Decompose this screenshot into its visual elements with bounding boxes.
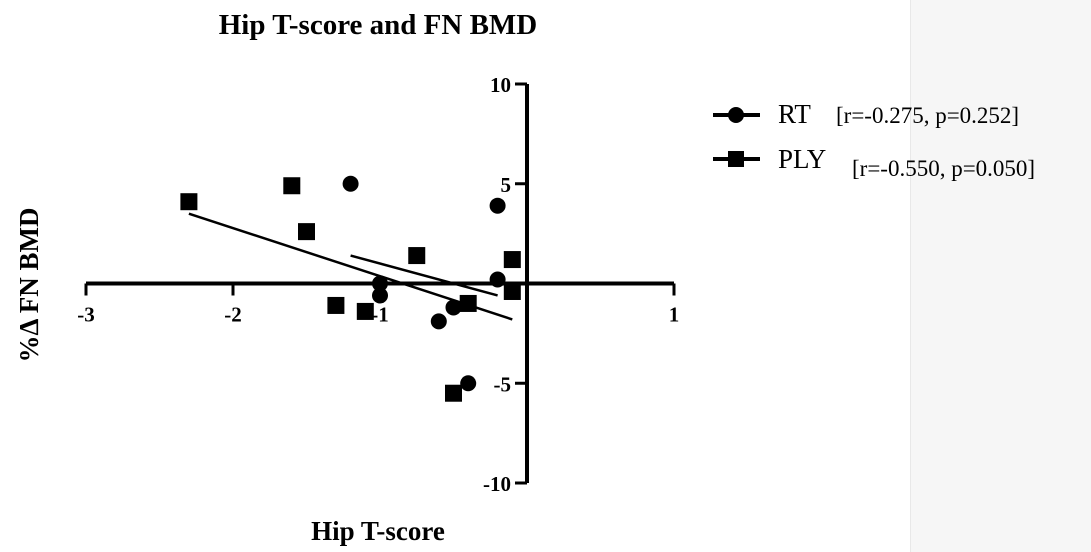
legend: RT [r=-0.275, p=0.252] PLY [r=-0.550, p=… bbox=[713, 99, 1035, 181]
y-tick-label: 5 bbox=[501, 173, 512, 197]
point-ply bbox=[327, 296, 345, 314]
x-tick-label: 1 bbox=[669, 303, 680, 327]
point-ply bbox=[283, 177, 301, 195]
point-ply bbox=[459, 294, 477, 312]
legend-rt-marker bbox=[728, 107, 744, 123]
point-ply bbox=[503, 282, 521, 300]
chart-title: Hip T-score and FN BMD bbox=[219, 9, 538, 41]
point-rt bbox=[489, 197, 506, 214]
legend-ply-name: PLY bbox=[778, 144, 826, 174]
x-axis-label: Hip T-score bbox=[311, 516, 445, 546]
point-ply bbox=[408, 247, 426, 265]
point-ply bbox=[180, 193, 198, 211]
legend-rt-name: RT bbox=[778, 99, 811, 129]
legend-rt-stats: [r=-0.275, p=0.252] bbox=[836, 103, 1019, 128]
y-axis-label: %Δ FN BMD bbox=[14, 208, 44, 363]
point-rt bbox=[460, 375, 477, 392]
right-panel bbox=[910, 0, 1091, 552]
data-points bbox=[180, 175, 521, 402]
point-ply bbox=[445, 384, 462, 402]
point-rt bbox=[372, 287, 388, 304]
legend-item-rt: RT [r=-0.275, p=0.252] bbox=[713, 99, 1019, 129]
y-tick-label: -5 bbox=[494, 372, 512, 396]
x-tick-label: -1 bbox=[371, 303, 389, 327]
y-tick-label: -10 bbox=[483, 472, 511, 496]
point-ply bbox=[298, 223, 315, 241]
fit-line-rt bbox=[350, 254, 498, 297]
y-tick-label: 10 bbox=[490, 73, 511, 97]
legend-ply-stats: [r=-0.550, p=0.050] bbox=[852, 156, 1035, 181]
point-rt bbox=[445, 299, 462, 316]
point-ply bbox=[356, 302, 374, 320]
legend-ply-marker bbox=[728, 151, 744, 167]
point-ply bbox=[503, 251, 521, 269]
y-ticks: 10 5 -5 -10 bbox=[483, 73, 527, 496]
point-rt bbox=[342, 175, 359, 192]
point-rt bbox=[430, 313, 447, 330]
point-rt bbox=[372, 275, 388, 292]
legend-item-ply: PLY [r=-0.550, p=0.050] bbox=[713, 144, 1035, 181]
x-tick-label: -2 bbox=[224, 303, 242, 327]
point-rt bbox=[489, 271, 506, 288]
x-tick-label: -3 bbox=[77, 303, 95, 327]
